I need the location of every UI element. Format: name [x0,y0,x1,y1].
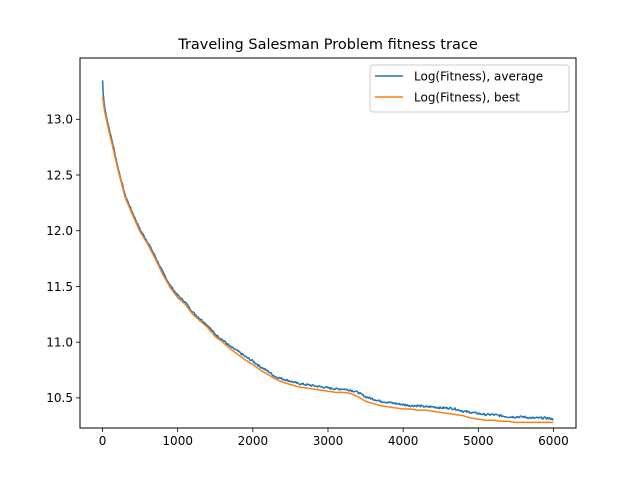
x-tick-label: 6000 [538,434,569,448]
x-tick-label: 3000 [313,434,344,448]
chart-title: Traveling Salesman Problem fitness trace [177,37,478,53]
legend: Log(Fitness), average Log(Fitness), best [369,64,570,113]
series-line-2 [101,96,554,424]
legend-entry-1: Log(Fitness), average [414,69,543,83]
axis-ticks: 0 1000 2000 3000 4000 5000 6000 10.5 11.0 11.5 12.… [46,113,568,448]
legend-entry-2: Log(Fitness), best [414,90,520,104]
x-tick-label: 2000 [238,434,269,448]
x-tick-label: 1000 [162,434,193,448]
y-tick-label: 10.5 [46,391,73,405]
x-tick-label: 5000 [463,434,494,448]
x-tick-label: 4000 [388,434,419,448]
y-tick-label: 12.0 [46,224,73,238]
legend-box [369,64,570,113]
y-tick-label: 11.0 [46,335,73,349]
y-tick-label: 11.5 [46,280,73,294]
plot-area [101,80,554,424]
y-tick-label: 13.0 [46,113,73,127]
series-line-1 [101,80,554,421]
y-tick-label: 12.5 [46,168,73,182]
x-tick-label: 0 [99,434,107,448]
